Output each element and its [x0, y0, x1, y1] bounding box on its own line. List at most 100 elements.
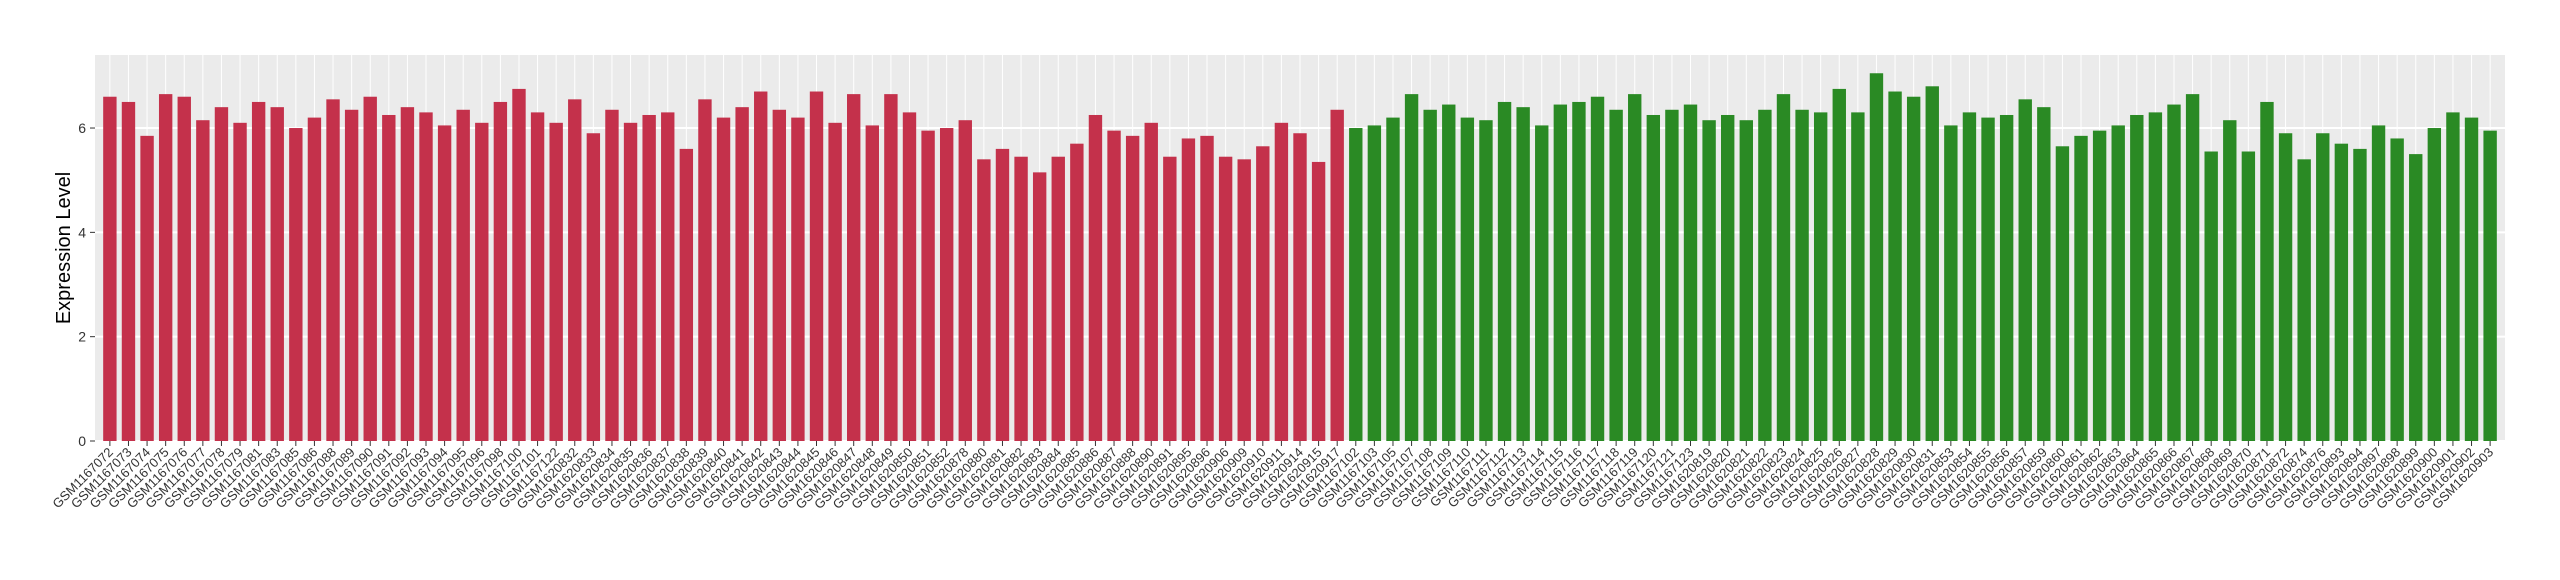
- bar: [1869, 73, 1884, 441]
- bar: [1442, 104, 1456, 442]
- bar: [2316, 133, 2330, 442]
- bar: [2111, 125, 2125, 442]
- bar: [1776, 94, 1791, 442]
- bar: [2483, 130, 2497, 441]
- bar: [2148, 112, 2163, 441]
- bar: [2204, 151, 2218, 441]
- bar: [1981, 117, 1995, 441]
- bar: [2446, 112, 2460, 441]
- bar: [1535, 125, 1549, 442]
- bar: [270, 107, 284, 441]
- bar: [735, 107, 749, 441]
- bar: [1795, 109, 1809, 442]
- bar: [1702, 120, 1716, 442]
- bar: [902, 112, 917, 441]
- bar: [2074, 135, 2088, 441]
- bar: [1256, 146, 1270, 441]
- bar: [2092, 130, 2107, 441]
- bar: [344, 109, 359, 442]
- bar: [884, 94, 898, 442]
- bar: [568, 99, 582, 442]
- bar: [1683, 104, 1698, 442]
- bar: [772, 109, 787, 442]
- bar: [307, 117, 322, 441]
- bar: [698, 99, 712, 442]
- bar: [1088, 114, 1103, 442]
- bar: [847, 94, 861, 442]
- bar: [958, 120, 972, 442]
- bar: [1460, 117, 1475, 441]
- bar: [1423, 109, 1437, 442]
- bar: [214, 107, 229, 441]
- bar: [1051, 156, 1065, 441]
- bar: [196, 120, 210, 442]
- bar: [1014, 156, 1028, 441]
- bar: [1832, 88, 1846, 442]
- bar: [1516, 107, 1530, 441]
- bar: [2278, 133, 2293, 442]
- bar: [1163, 156, 1177, 441]
- bar: [865, 125, 879, 442]
- bar: [1925, 86, 1939, 441]
- bar: [1237, 159, 1251, 441]
- bar: [1739, 120, 1753, 442]
- bar: [1497, 101, 1512, 441]
- bar: [1144, 122, 1158, 441]
- bar: [1330, 109, 1344, 442]
- bar: [1888, 91, 1902, 441]
- y-tick-label: 4: [78, 224, 86, 240]
- bar: [2018, 99, 2032, 442]
- bar: [1274, 122, 1289, 441]
- bar: [2167, 104, 2181, 442]
- bar: [400, 107, 415, 441]
- bar: [456, 109, 470, 442]
- bar: [437, 125, 452, 442]
- bar: [158, 94, 173, 442]
- bar: [2185, 94, 2200, 442]
- bar: [1813, 112, 1828, 441]
- bar: [605, 109, 619, 442]
- bar: [2409, 154, 2423, 442]
- bar: [679, 148, 694, 441]
- bar: [2371, 125, 2386, 442]
- bar: [512, 88, 526, 442]
- y-tick-label: 0: [78, 433, 86, 449]
- bar: [2297, 159, 2311, 441]
- bar: [977, 159, 991, 441]
- bar: [1218, 156, 1233, 441]
- bar: [103, 96, 117, 441]
- bar: [2427, 128, 2442, 441]
- bar: [1646, 114, 1661, 442]
- bar: [791, 117, 805, 441]
- bar: [1999, 114, 2014, 442]
- y-tick-label: 6: [78, 120, 86, 136]
- bar: [1200, 135, 1214, 441]
- bar: [1851, 112, 1865, 441]
- bar: [1944, 125, 1958, 442]
- bar: [289, 128, 303, 441]
- bar: [2390, 138, 2404, 441]
- bar: [475, 122, 489, 441]
- bar: [809, 91, 824, 441]
- bar: [1628, 94, 1642, 442]
- bar: [586, 133, 601, 442]
- bar: [1721, 114, 1735, 442]
- bar: [251, 101, 266, 441]
- bar: [1181, 138, 1196, 441]
- bar: [1479, 120, 1493, 442]
- bar: [2223, 120, 2237, 442]
- bar: [2334, 143, 2349, 442]
- bar: [493, 101, 508, 441]
- bar: [1590, 96, 1605, 441]
- bar: [995, 148, 1010, 441]
- bar: [828, 122, 842, 441]
- bar: [921, 130, 935, 441]
- bar: [2241, 151, 2256, 441]
- bar: [530, 112, 545, 441]
- bar: [1032, 172, 1047, 441]
- bar: [363, 96, 377, 441]
- bar: [2055, 146, 2070, 441]
- bar: [1311, 161, 1326, 441]
- y-axis-title: Expression Level: [53, 172, 75, 324]
